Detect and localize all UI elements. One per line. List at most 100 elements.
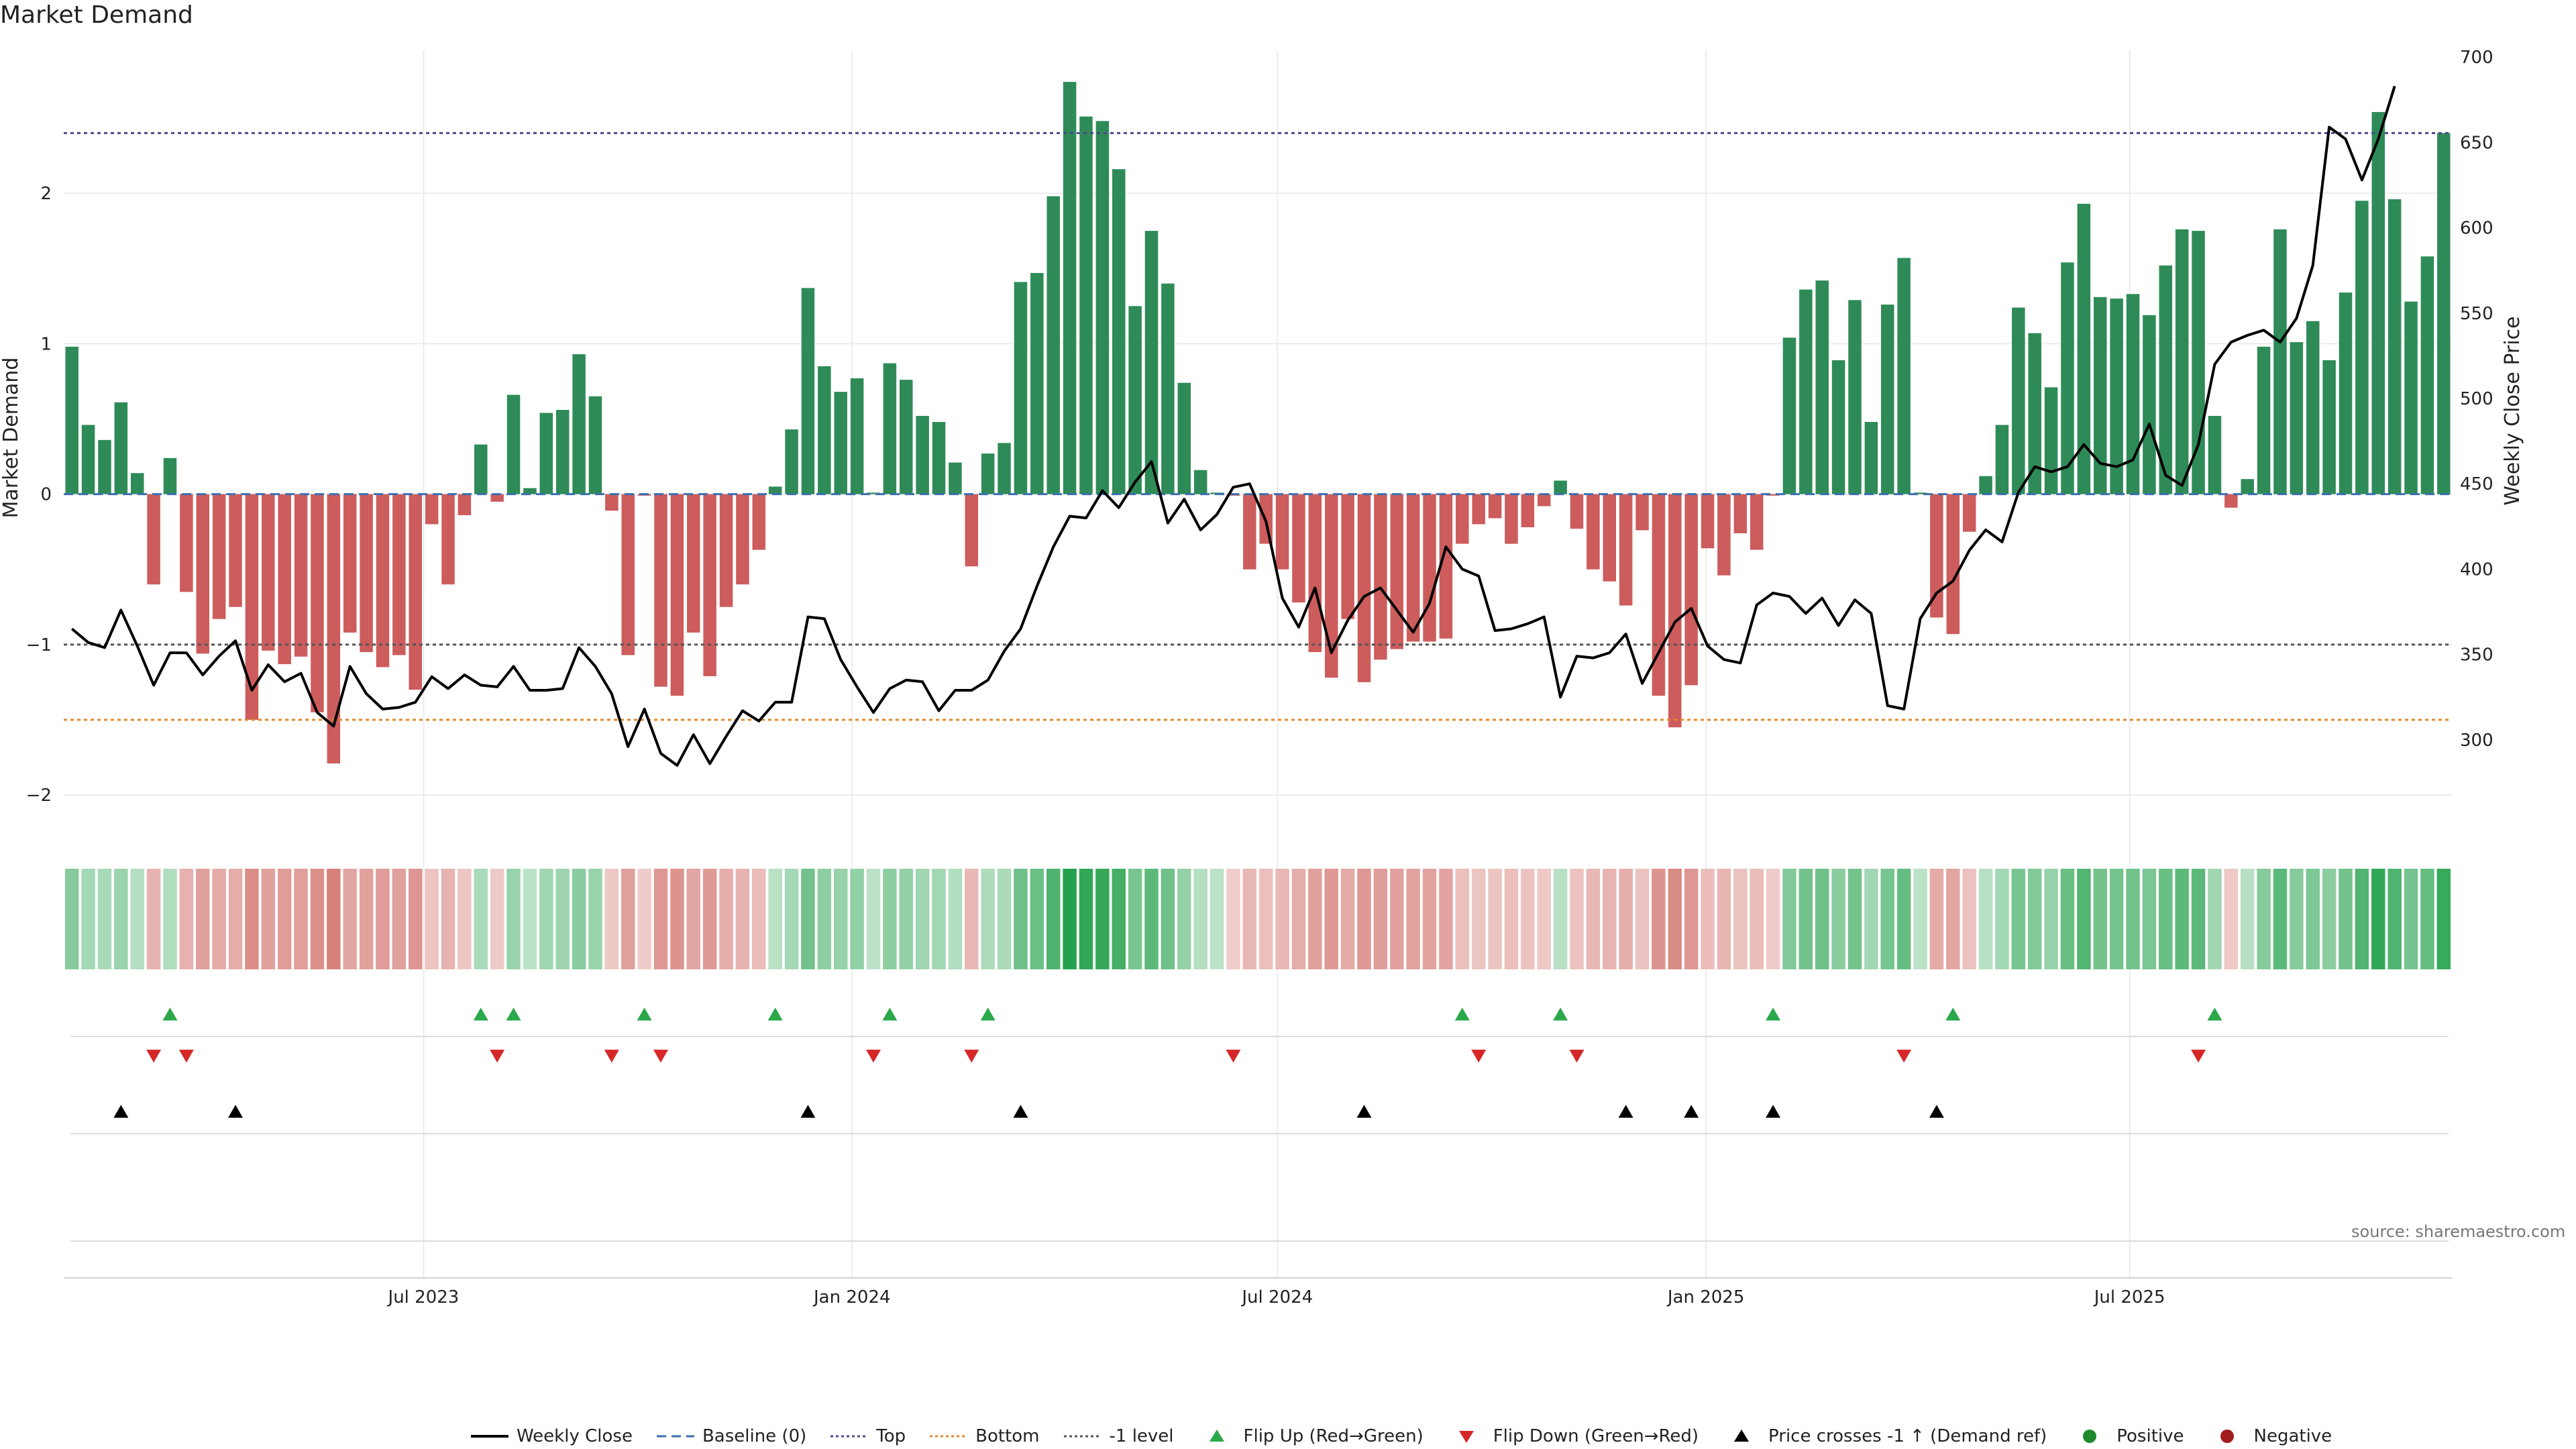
heat-cell bbox=[932, 869, 946, 969]
heat-cell bbox=[1537, 869, 1551, 969]
heat-cell bbox=[1766, 869, 1780, 969]
demand-bar bbox=[1161, 283, 1175, 494]
heat-cell bbox=[1847, 869, 1862, 969]
demand-bar bbox=[1406, 494, 1420, 642]
heat-cell bbox=[1406, 869, 1420, 969]
demand-bar bbox=[2028, 333, 2041, 494]
y-tick-label: 1 bbox=[40, 334, 52, 354]
heat-cell bbox=[2175, 869, 2189, 969]
demand-bar bbox=[180, 494, 193, 592]
heat-cell bbox=[965, 869, 979, 969]
heat-cell bbox=[1880, 869, 1895, 969]
demand-bar bbox=[1717, 494, 1731, 576]
heat-cell bbox=[2240, 869, 2255, 969]
legend-item: Weekly Close bbox=[470, 1426, 633, 1446]
heat-cell bbox=[1455, 869, 1470, 969]
heat-cell bbox=[212, 869, 226, 969]
flip-down-marker bbox=[2191, 1049, 2206, 1063]
demand-bar bbox=[1684, 494, 1698, 686]
heat-cell bbox=[1324, 869, 1338, 969]
legend-item: Baseline (0) bbox=[655, 1426, 806, 1446]
y2-tick-label: 300 bbox=[2460, 731, 2493, 751]
legend-label: Baseline (0) bbox=[702, 1426, 807, 1446]
demand-bar bbox=[327, 494, 341, 764]
flip-down-marker bbox=[604, 1049, 619, 1063]
heat-cell bbox=[2142, 869, 2157, 969]
heat-cell bbox=[1161, 869, 1175, 969]
demand-bar bbox=[229, 494, 242, 607]
demand-bar bbox=[2371, 111, 2385, 494]
heat-cell bbox=[343, 869, 357, 969]
demand-bar bbox=[785, 429, 798, 494]
axis-layer: 2 1 0 −1 −2 700 650 600 550 500 450 400 350 300 Market… bbox=[0, 48, 2524, 1307]
heat-cell bbox=[1439, 869, 1453, 969]
heat-cell bbox=[539, 869, 553, 969]
demand-bar bbox=[1603, 494, 1616, 582]
heat-cell bbox=[1733, 869, 1748, 969]
heat-cell bbox=[1815, 869, 1829, 969]
heat-cell bbox=[2273, 869, 2288, 969]
demand-bar bbox=[98, 439, 111, 494]
heat-cell bbox=[1668, 869, 1682, 969]
y2-tick-label: 400 bbox=[2460, 559, 2493, 580]
demand-bar bbox=[2420, 256, 2434, 494]
demand-bar bbox=[2126, 294, 2140, 494]
heat-cell bbox=[1258, 869, 1273, 969]
heat-cell bbox=[1962, 869, 1976, 969]
legend-label: Flip Up (Red→Green) bbox=[1243, 1426, 1424, 1446]
demand-bar bbox=[2061, 262, 2074, 494]
demand-bar bbox=[523, 488, 537, 494]
demand-bar bbox=[555, 410, 570, 494]
heat-cell bbox=[1831, 869, 1845, 969]
weekly-close-line bbox=[70, 85, 2396, 767]
heat-cell bbox=[310, 869, 325, 969]
heat-cell bbox=[899, 869, 913, 969]
demand-bar bbox=[2110, 299, 2123, 494]
heat-cell bbox=[1340, 869, 1355, 969]
price-cross-marker bbox=[228, 1105, 244, 1118]
price-cross-marker bbox=[1013, 1105, 1028, 1118]
demand-bar bbox=[703, 494, 716, 676]
demand-bar bbox=[212, 494, 226, 619]
demand-bar bbox=[1913, 492, 1927, 494]
legend-item: Negative bbox=[2207, 1426, 2332, 1446]
heat-cell bbox=[2191, 869, 2206, 969]
heat-cell bbox=[1701, 869, 1715, 969]
heat-cell bbox=[1308, 869, 1322, 969]
demand-bar bbox=[621, 494, 635, 655]
flip-up-marker bbox=[1454, 1008, 1470, 1021]
y-tick-label: −2 bbox=[26, 786, 52, 806]
legend-item: Flip Down (Green→Red) bbox=[1446, 1426, 1699, 1446]
y2-tick-label: 500 bbox=[2460, 389, 2493, 409]
legend-symbol-icon bbox=[1209, 1430, 1224, 1442]
heat-cell bbox=[2027, 869, 2042, 969]
heat-cell bbox=[2436, 869, 2451, 969]
demand-bar bbox=[1831, 360, 1845, 494]
demand-bar bbox=[1030, 272, 1044, 494]
demand-bar bbox=[262, 494, 275, 651]
y2-tick-label: 650 bbox=[2460, 133, 2493, 153]
heat-cell bbox=[1652, 869, 1666, 969]
heat-cell bbox=[997, 869, 1012, 969]
heat-cell bbox=[1275, 869, 1289, 969]
heat-cell bbox=[653, 869, 668, 969]
demand-bar bbox=[1144, 231, 1159, 494]
heat-cell bbox=[1929, 869, 1944, 969]
heat-cell bbox=[163, 869, 177, 969]
event-markers bbox=[70, 1008, 2449, 1242]
demand-bar bbox=[1128, 306, 1142, 494]
flip-down-marker bbox=[1569, 1049, 1585, 1063]
demand-bar bbox=[425, 494, 439, 525]
heat-cell bbox=[1978, 869, 1993, 969]
demand-bar bbox=[81, 425, 95, 494]
demand-bar bbox=[1390, 494, 1404, 649]
demand-bar bbox=[114, 402, 128, 494]
x-tick-label: Jan 2025 bbox=[1666, 1287, 1745, 1307]
heat-cell bbox=[735, 869, 750, 969]
heat-cell bbox=[277, 869, 292, 969]
heat-cell bbox=[1717, 869, 1731, 969]
heat-cell bbox=[1079, 869, 1093, 969]
heat-cell bbox=[245, 869, 259, 969]
demand-bar bbox=[850, 378, 864, 494]
demand-bar bbox=[687, 494, 700, 633]
